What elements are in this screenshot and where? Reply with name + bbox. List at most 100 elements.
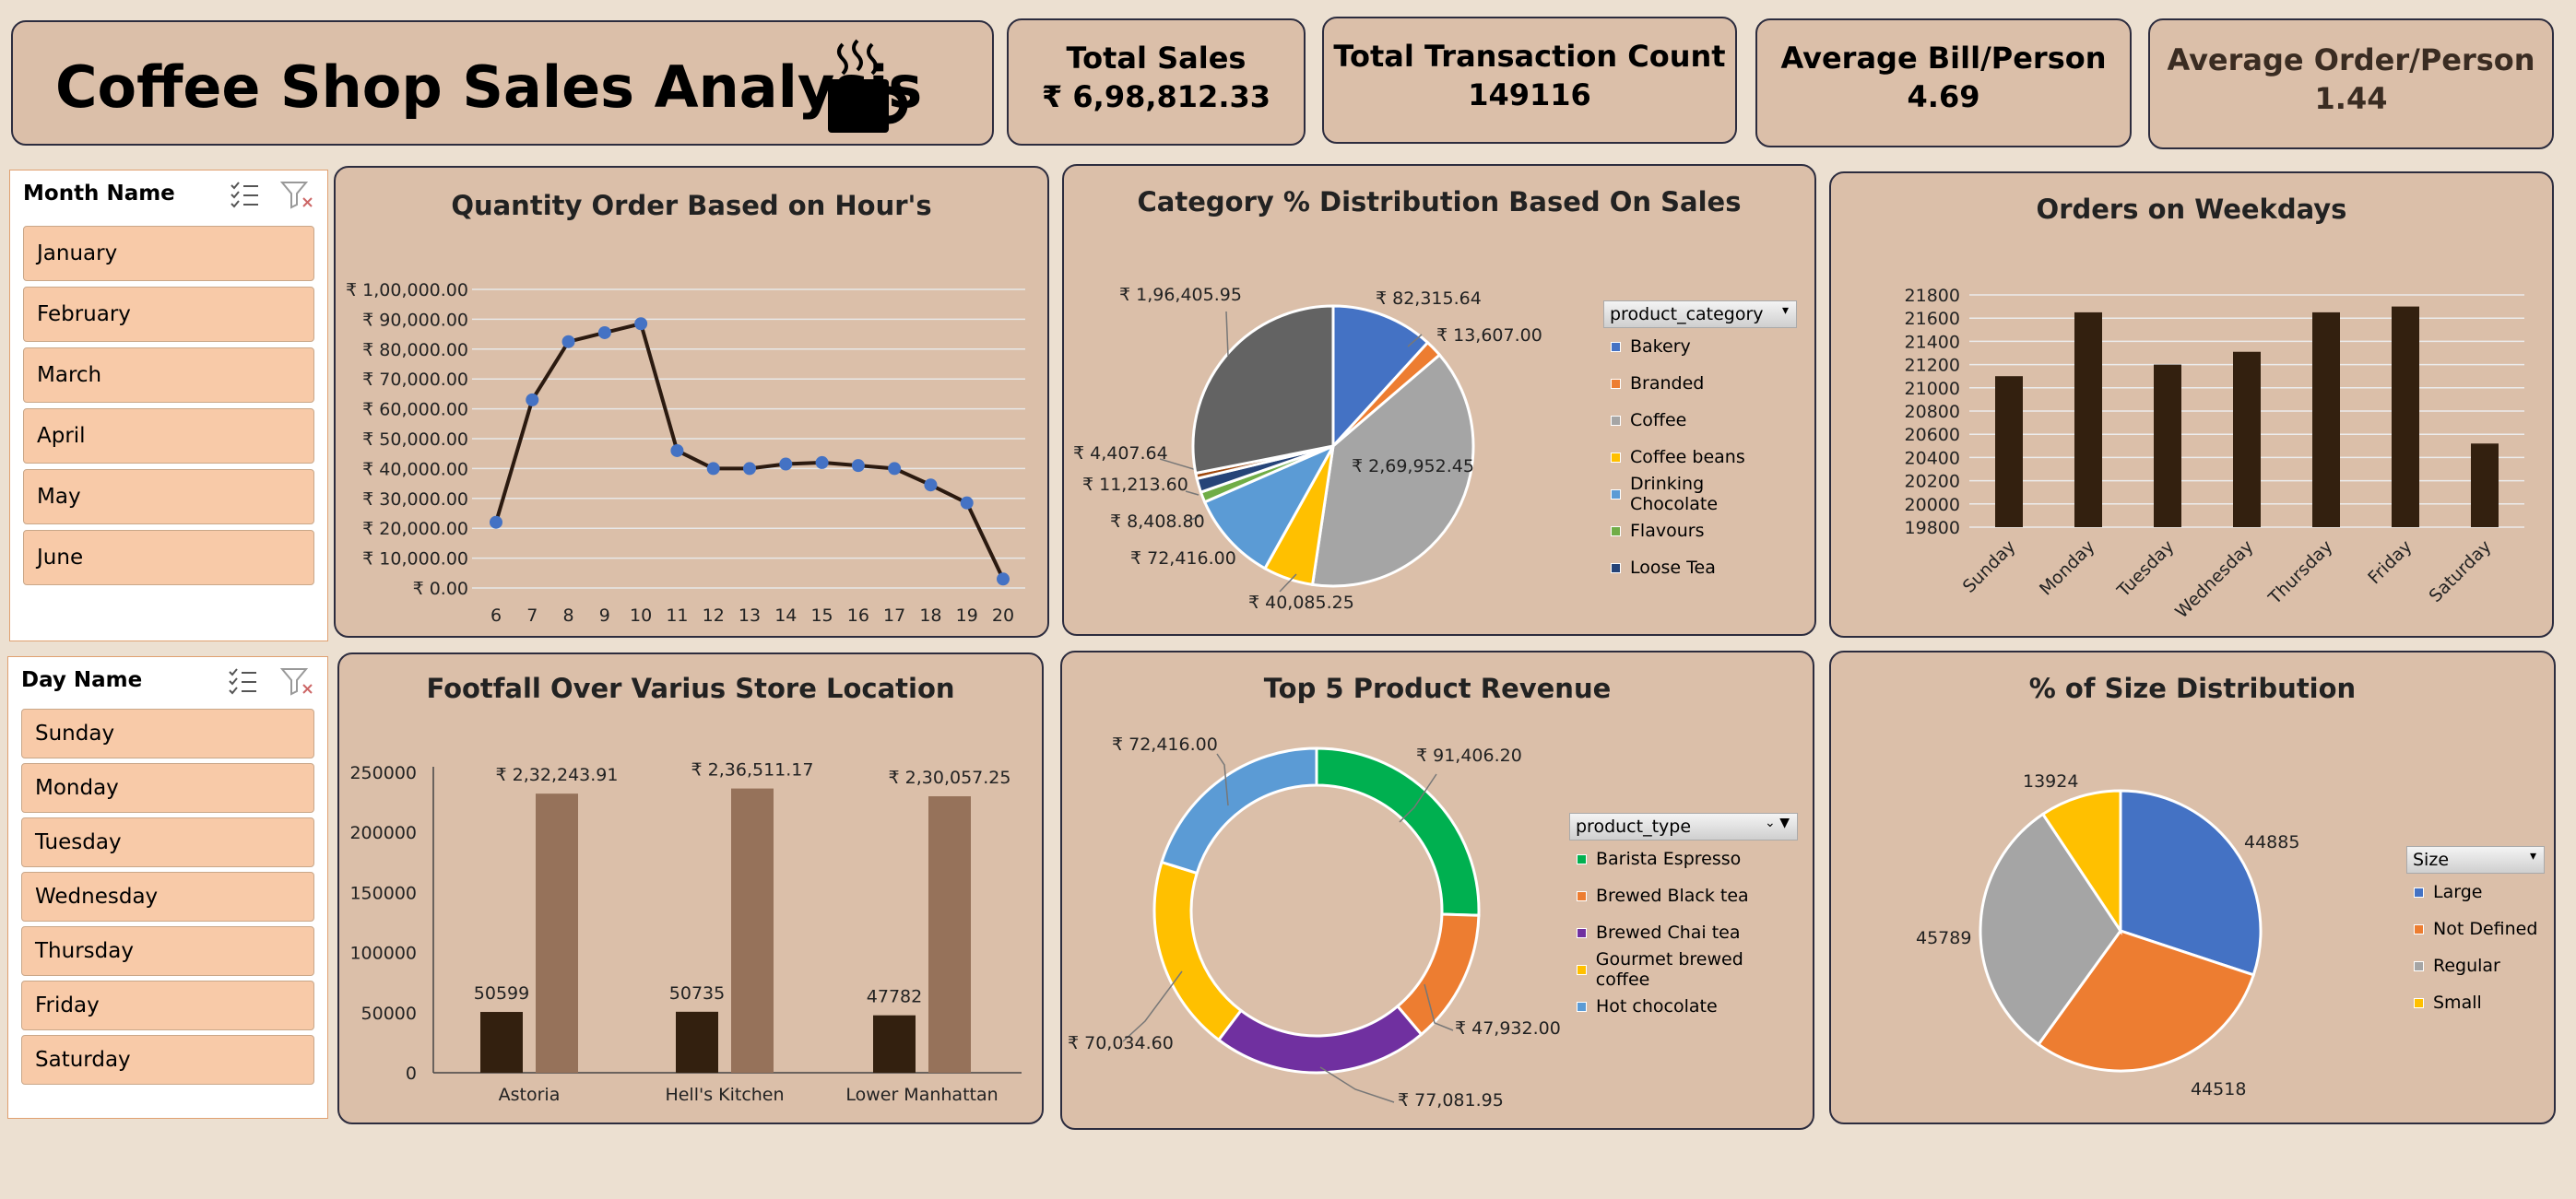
y-tick-label: ₹ 80,000.00: [362, 340, 468, 360]
slicer-item-april[interactable]: April: [23, 408, 314, 464]
dropdown-arrow-icon[interactable]: ▾: [1781, 303, 1789, 318]
y-tick-label: 21600: [1905, 309, 1960, 329]
slicer-item-tuesday[interactable]: Tuesday: [21, 817, 314, 867]
size-pie-chart: 44885 44518 45789 13924: [1916, 771, 2299, 1099]
leader-line: [1185, 515, 1201, 523]
legend-label: Drinking Chocolate: [1629, 474, 1719, 514]
bar: [2471, 443, 2499, 527]
y-tick-label: ₹ 1,00,000.00: [346, 280, 468, 300]
legend-item[interactable]: Brewed Black tea: [1569, 877, 1798, 914]
y-tick-label: 20200: [1905, 472, 1960, 492]
legend-swatch: [1577, 927, 1587, 938]
y-tick-label: 0: [406, 1064, 417, 1084]
slicer-item-june[interactable]: June: [23, 530, 314, 585]
legend-item[interactable]: Gourmet brewed coffee: [1569, 949, 1798, 990]
data-point: [706, 462, 720, 476]
x-tick-label: Astoria: [499, 1085, 561, 1105]
kpi-value: 1.44: [2314, 81, 2388, 116]
bar: [1995, 376, 2023, 527]
x-tick-label: 15: [810, 605, 833, 626]
legend-swatch: [1577, 890, 1587, 901]
multi-select-icon[interactable]: [228, 178, 263, 211]
page-title: Coffee Shop Sales Analysis: [55, 53, 923, 121]
slicer-header: Month Name: [23, 182, 175, 206]
data-point: [960, 496, 974, 510]
data-label: ₹ 91,406.20: [1416, 746, 1522, 766]
legend-label: Branded: [1630, 373, 1705, 394]
y-tick-label: 20000: [1905, 495, 1960, 515]
data-label: ₹ 1,96,405.95: [1119, 285, 1242, 305]
slicer-item-thursday[interactable]: Thursday: [21, 926, 314, 976]
data-point: [924, 478, 938, 492]
legend-item[interactable]: Hot chocolate: [1569, 988, 1798, 1025]
bar: [873, 1015, 916, 1073]
slicer-item-may[interactable]: May: [23, 469, 314, 524]
data-label: 45789: [1916, 928, 1971, 948]
slicer-item-friday[interactable]: Friday: [21, 981, 314, 1030]
legend-label: Flavours: [1630, 521, 1705, 541]
x-tick-label: Lower Manhattan: [845, 1085, 998, 1105]
legend-label: Large: [2433, 882, 2483, 902]
slicer-item-february[interactable]: February: [23, 287, 314, 342]
footfall-bar-chart: 0 50000 100000 150000 200000 250000 50599 ₹ 2,3…: [349, 760, 1022, 1105]
slicer-item-march[interactable]: March: [23, 347, 314, 403]
legend-item[interactable]: Barista Espresso: [1569, 840, 1798, 877]
x-tick-label: 10: [630, 605, 652, 626]
legend-label: Loose Tea: [1630, 558, 1716, 578]
leader-line: [1122, 970, 1183, 1042]
legend-item[interactable]: Small: [2406, 984, 2545, 1021]
legend-swatch: [1611, 341, 1621, 352]
pie-slice: [2119, 789, 2263, 977]
data-point: [888, 462, 902, 476]
x-tick-label: Sunday: [1959, 536, 2020, 597]
x-tick-label: Saturday: [2425, 536, 2495, 606]
data-label: ₹ 70,034.60: [1068, 1033, 1174, 1053]
slicer-item-saturday[interactable]: Saturday: [21, 1035, 314, 1085]
slicer-item-monday[interactable]: Monday: [21, 763, 314, 813]
legend-header[interactable]: Size ▾: [2406, 846, 2545, 874]
multi-select-icon[interactable]: [226, 664, 261, 698]
data-point: [490, 515, 502, 529]
day-slicer: Day Name Sunday Monday Tuesday Wednesday Thu…: [7, 656, 328, 1119]
legend-item[interactable]: Branded: [1603, 365, 1797, 402]
legend-label: Bakery: [1630, 336, 1691, 357]
legend-item[interactable]: Coffee: [1603, 402, 1797, 439]
y-tick-label: 200000: [349, 823, 417, 843]
x-tick-label: 6: [490, 605, 502, 626]
clear-filter-icon[interactable]: [279, 664, 316, 698]
dropdown-arrow-icon[interactable]: ▾: [2529, 849, 2536, 864]
legend-item[interactable]: Coffee beans: [1603, 439, 1797, 476]
leader-line: [1319, 1066, 1395, 1103]
legend-item[interactable]: Regular: [2406, 947, 2545, 984]
clear-filter-icon[interactable]: [279, 178, 316, 211]
legend-item[interactable]: Drinking Chocolate: [1603, 474, 1797, 514]
legend-item[interactable]: Loose Tea: [1603, 549, 1797, 586]
legend-item[interactable]: Large: [2406, 874, 2545, 911]
kpi-value: ₹ 6,98,812.33: [1042, 79, 1270, 114]
data-label: ₹ 77,081.95: [1398, 1090, 1504, 1111]
legend-item[interactable]: Brewed Chai tea: [1569, 914, 1798, 951]
slicer-item-sunday[interactable]: Sunday: [21, 709, 314, 758]
pie-slice: [1202, 442, 1337, 570]
y-tick-label: 150000: [349, 883, 417, 903]
data-label: 44518: [2191, 1079, 2246, 1099]
legend-item[interactable]: Bakery: [1603, 328, 1797, 365]
data-label: 50599: [474, 983, 529, 1004]
legend-header[interactable]: product_category ▾: [1603, 300, 1797, 328]
x-tick-label: 7: [526, 605, 538, 626]
x-tick-label: 19: [956, 605, 978, 626]
legend-label: Coffee beans: [1630, 447, 1745, 467]
pie-slice: [2040, 789, 2122, 935]
x-tick-label: 17: [883, 605, 905, 626]
slicer-item-january[interactable]: January: [23, 226, 314, 281]
y-tick-label: ₹ 30,000.00: [362, 489, 468, 510]
legend-item[interactable]: Flavours: [1603, 512, 1797, 549]
legend-label: Hot chocolate: [1596, 996, 1718, 1017]
kpi-average-bill: Average Bill/Person 4.69: [1755, 18, 2132, 147]
dropdown-arrow-icon[interactable]: ⌄ ▼: [1765, 816, 1790, 830]
x-tick-label: 12: [703, 605, 725, 626]
data-point: [670, 443, 684, 457]
legend-item[interactable]: Not Defined: [2406, 911, 2545, 947]
legend-header[interactable]: product_type ⌄ ▼: [1569, 813, 1798, 840]
slicer-item-wednesday[interactable]: Wednesday: [21, 872, 314, 922]
